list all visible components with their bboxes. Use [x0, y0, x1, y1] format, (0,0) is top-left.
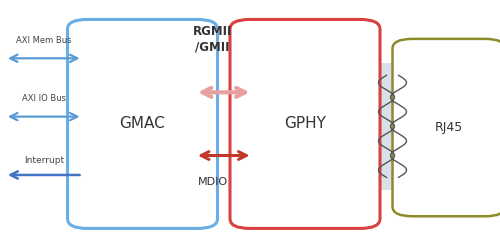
FancyBboxPatch shape	[230, 19, 380, 228]
Text: RJ45: RJ45	[434, 121, 463, 134]
Text: AXI Mem Bus: AXI Mem Bus	[16, 36, 72, 45]
Text: GMAC: GMAC	[120, 116, 166, 131]
FancyBboxPatch shape	[370, 63, 415, 190]
Text: RGMII
/GMII: RGMII /GMII	[193, 26, 232, 53]
Text: Interrupt: Interrupt	[24, 156, 64, 165]
Text: GPHY: GPHY	[284, 116, 326, 131]
Text: AXI IO Bus: AXI IO Bus	[22, 94, 66, 103]
Text: MDIO: MDIO	[198, 177, 228, 187]
FancyBboxPatch shape	[392, 39, 500, 216]
FancyBboxPatch shape	[68, 19, 218, 228]
